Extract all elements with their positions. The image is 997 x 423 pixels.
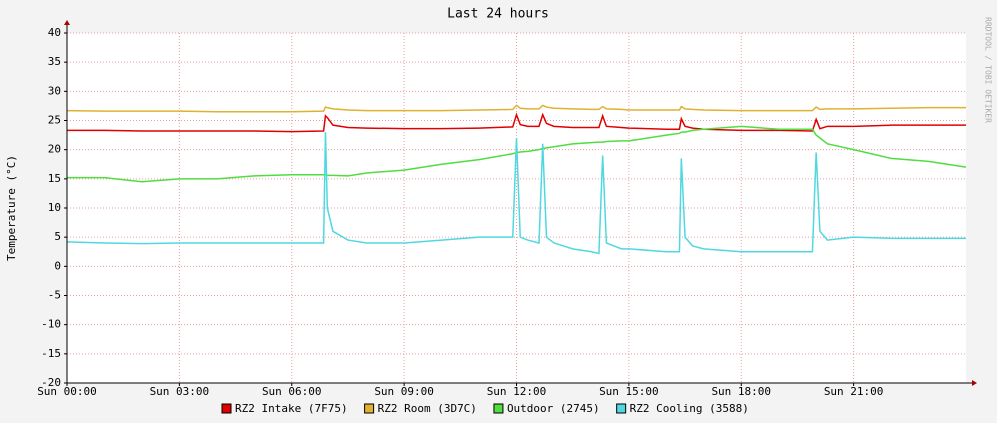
series-line: [66, 132, 966, 255]
legend-label: RZ2 Room (3D7C): [378, 402, 477, 415]
y-tick-label: -20: [41, 376, 61, 389]
legend-swatch: [493, 403, 504, 414]
x-tick-label: Sun 03:00: [150, 385, 210, 398]
y-tick-label: 30: [48, 84, 61, 97]
y-tick-label: -15: [41, 347, 61, 360]
y-tick-label: -5: [48, 289, 61, 302]
x-axis-arrow: [972, 380, 977, 386]
y-tick-label: 15: [48, 172, 61, 185]
y-tick-label: 40: [48, 26, 61, 39]
y-tick-label: 10: [48, 201, 61, 214]
y-tick-label: 0: [54, 259, 61, 272]
x-tick-label: Sun 12:00: [487, 385, 547, 398]
x-tick-label: Sun 15:00: [599, 385, 659, 398]
y-tick-label: -10: [41, 318, 61, 331]
y-axis-arrow: [64, 20, 70, 25]
x-tick-label: Sun 09:00: [374, 385, 434, 398]
x-tick-label: Sun 18:00: [711, 385, 771, 398]
y-tick-label: 5: [54, 230, 61, 243]
series-line: [66, 104, 966, 113]
legend-swatch: [221, 403, 232, 414]
y-tick-label: 35: [48, 55, 61, 68]
legend-label: RZ2 Intake (7F75): [235, 402, 348, 415]
y-tick-label: 25: [48, 114, 61, 127]
legend-swatch: [364, 403, 375, 414]
legend-label: RZ2 Cooling (3588): [630, 402, 749, 415]
y-axis-label: Temperature (°C): [5, 155, 18, 261]
legend-swatch: [616, 403, 627, 414]
x-tick-label: Sun 06:00: [262, 385, 322, 398]
chart-title: Last 24 hours: [447, 7, 549, 22]
x-tick-label: Sun 00:00: [37, 385, 97, 398]
y-tick-label: 20: [48, 143, 61, 156]
watermark: RRDTOOL / TOBI OETIKER: [984, 17, 993, 123]
x-tick-label: Sun 21:00: [824, 385, 884, 398]
legend-label: Outdoor (2745): [507, 402, 600, 415]
series-line: [67, 112, 966, 133]
